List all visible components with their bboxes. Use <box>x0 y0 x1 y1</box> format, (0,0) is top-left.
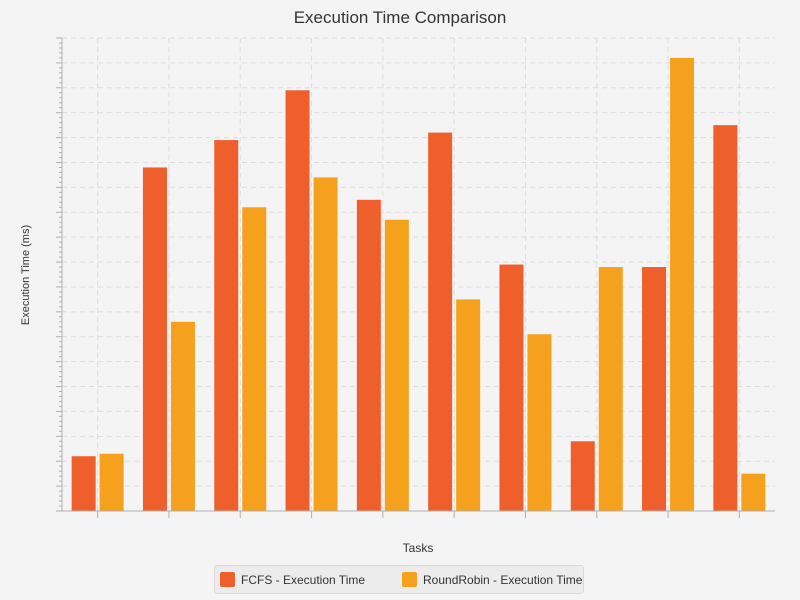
bar-fcfs <box>642 267 667 511</box>
bar-roundrobin <box>99 453 124 511</box>
bar-roundrobin <box>670 57 695 511</box>
bar-roundrobin <box>242 207 267 511</box>
legend-swatch-fcfs <box>220 572 235 587</box>
legend-label-fcfs: FCFS - Execution Time <box>241 572 366 587</box>
bar-fcfs <box>356 199 381 511</box>
bar-fcfs <box>285 90 310 512</box>
legend-item-fcfs: FCFS - Execution Time <box>220 572 365 587</box>
legend: FCFS - Execution Time RoundRobin - Execu… <box>214 565 584 594</box>
bar-roundrobin <box>456 299 481 511</box>
legend-item-roundrobin: RoundRobin - Execution Time <box>402 572 582 587</box>
bar-fcfs <box>142 167 167 511</box>
chart-title: Execution Time Comparison <box>293 8 507 27</box>
x-axis-label: Tasks <box>402 541 434 555</box>
bar-roundrobin <box>313 177 338 511</box>
bar-fcfs <box>71 456 96 511</box>
grid-lines <box>62 37 775 511</box>
legend-label-roundrobin: RoundRobin - Execution Time <box>423 572 583 587</box>
bar-roundrobin <box>384 219 409 512</box>
bar-fcfs <box>713 125 738 511</box>
bar-fcfs <box>428 132 453 511</box>
bar-fcfs <box>570 441 595 511</box>
bar-fcfs <box>499 264 524 511</box>
bar-roundrobin <box>741 473 766 511</box>
bar-fcfs <box>214 140 239 511</box>
bar-roundrobin <box>598 267 623 511</box>
axes <box>56 37 775 518</box>
bars <box>71 57 766 512</box>
bar-roundrobin <box>527 334 552 511</box>
y-axis-label-text: Execution Time (ms) <box>20 224 32 326</box>
legend-swatch-roundrobin <box>402 572 417 587</box>
bar-roundrobin <box>170 321 195 511</box>
